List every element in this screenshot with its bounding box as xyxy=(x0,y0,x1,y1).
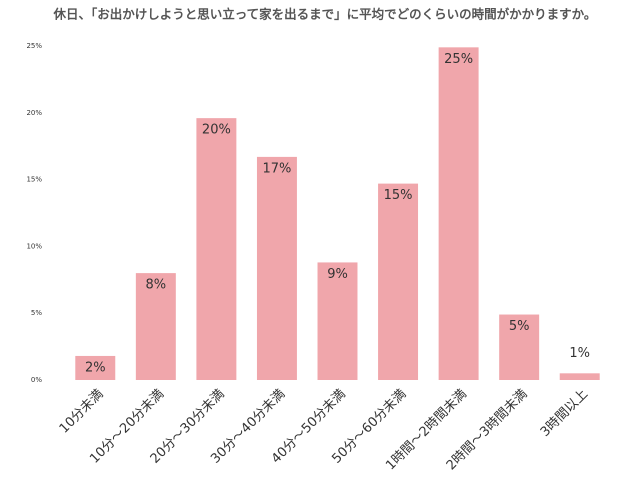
bar xyxy=(559,373,600,380)
y-tick-label: 0% xyxy=(31,376,42,384)
y-tick-label: 25% xyxy=(26,42,42,50)
value-label: 9% xyxy=(327,267,348,282)
y-tick-label: 10% xyxy=(26,242,42,250)
chart-title: 休日、「お出かけしようと思い立って家を出るまで」に平均でどのくらいの時間がかかり… xyxy=(53,7,597,22)
value-label: 17% xyxy=(262,161,291,176)
bar xyxy=(438,47,479,380)
y-tick-label: 20% xyxy=(26,109,42,117)
x-tick-label: 10分未満 xyxy=(57,387,107,437)
value-label: 20% xyxy=(202,123,231,138)
y-tick-label: 5% xyxy=(31,309,42,317)
bar xyxy=(256,156,297,380)
value-label: 2% xyxy=(85,360,106,375)
bar xyxy=(75,355,116,380)
x-tick-label: 3時間以上 xyxy=(538,387,591,440)
bar xyxy=(499,314,540,380)
value-label: 5% xyxy=(509,319,530,334)
bar xyxy=(196,118,237,381)
value-label: 15% xyxy=(384,188,413,203)
bar xyxy=(317,262,358,380)
bar xyxy=(378,183,419,380)
bar xyxy=(135,273,176,380)
value-label: 8% xyxy=(146,278,167,293)
y-tick-label: 15% xyxy=(26,176,42,184)
value-label: 25% xyxy=(444,52,473,67)
value-label: 1% xyxy=(569,346,590,361)
